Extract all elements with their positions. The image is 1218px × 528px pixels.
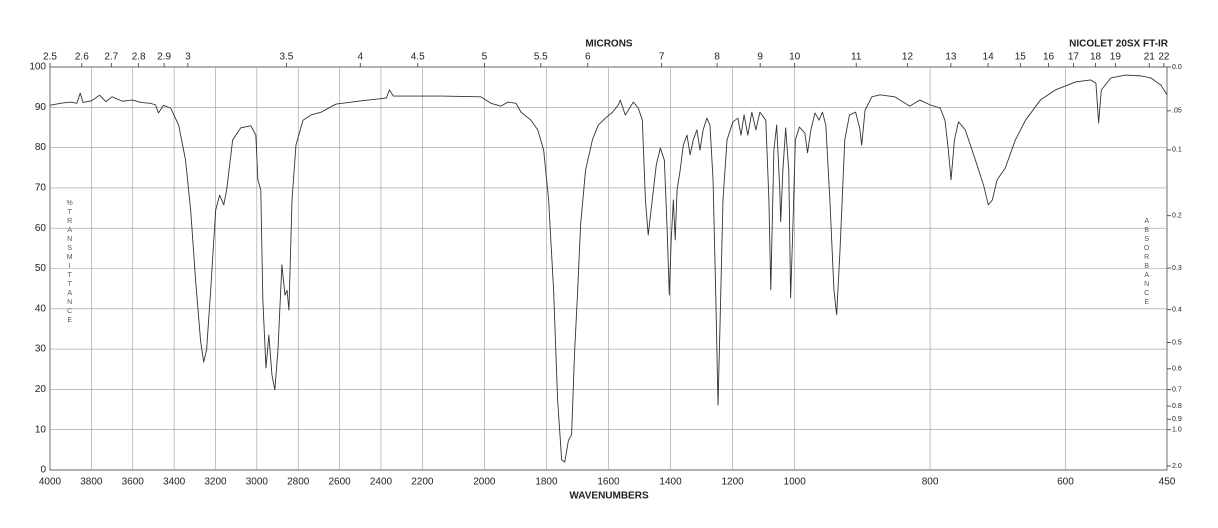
x2-tick-label: 17: [1068, 52, 1080, 63]
y2-tick-label: 2.0: [1172, 463, 1182, 470]
x2-tick-label: 8: [714, 52, 720, 63]
x-tick-label: 1400: [659, 477, 682, 488]
x2-tick-label: 16: [1043, 52, 1055, 63]
x-tick-label: 2000: [473, 477, 496, 488]
x2-tick-label: 2.5: [43, 52, 57, 63]
y-axis-label: %TRANSMITTANCE: [66, 200, 73, 326]
x-tick-label: 600: [1057, 477, 1074, 488]
x2-tick-label: 3: [185, 52, 191, 63]
x2-axis-label: MICRONS: [585, 39, 633, 50]
x-tick-label: 800: [922, 477, 939, 488]
x2-tick-label: 2.8: [132, 52, 146, 63]
x2-tick-label: 13: [945, 52, 957, 63]
y-tick-label: 20: [35, 384, 47, 395]
y2-tick-label: 0.4: [1172, 306, 1182, 313]
x-tick-label: 3200: [204, 477, 227, 488]
x2-tick-label: 14: [983, 52, 995, 63]
x-tick-label: 3600: [122, 477, 145, 488]
x-tick-label: 1600: [597, 477, 620, 488]
y-tick-label: 100: [29, 62, 46, 73]
x2-tick-label: 9: [757, 52, 763, 63]
x2-tick-label: 2.7: [104, 52, 118, 63]
x2-tick-label: 2.9: [157, 52, 171, 63]
y-tick-label: 70: [35, 183, 47, 194]
y-tick-label: 50: [35, 263, 47, 274]
x2-tick-label: 2.6: [75, 52, 89, 63]
y-tick-label: 30: [35, 344, 47, 355]
y2-tick-label: 0.6: [1172, 366, 1182, 373]
y2-tick-label: 0.8: [1172, 403, 1182, 410]
x2-tick-label: 12: [902, 52, 914, 63]
x-tick-label: 4000: [39, 477, 62, 488]
x-tick-label: 3800: [80, 477, 103, 488]
y2-tick-label: 0.5: [1172, 339, 1182, 346]
x-tick-label: 3400: [163, 477, 186, 488]
x2-tick-label: 5: [482, 52, 488, 63]
x2-tick-label: 4: [357, 52, 363, 63]
x2-tick-label: 5.5: [534, 52, 548, 63]
x-tick-label: 1800: [535, 477, 558, 488]
chart-title: NICOLET 20SX FT-IR: [1069, 39, 1169, 50]
x2-tick-label: 21: [1144, 52, 1156, 63]
y2-tick-label: 0.0: [1172, 64, 1182, 71]
x2-tick-label: 11: [851, 52, 862, 63]
x-tick-label: 2200: [411, 477, 434, 488]
x2-tick-label: 6: [585, 52, 591, 63]
x-tick-label: 1200: [721, 477, 744, 488]
x2-tick-label: 4.5: [411, 52, 425, 63]
y-tick-label: 90: [35, 102, 47, 113]
x2-tick-label: 3.5: [279, 52, 293, 63]
y2-axis-label: ABSORBANCE: [1143, 218, 1150, 308]
y2-tick-label: 0.7: [1172, 386, 1182, 393]
x-tick-label: 450: [1159, 477, 1176, 488]
y-tick-label: 80: [35, 142, 47, 153]
x2-tick-label: 18: [1090, 52, 1102, 63]
y-tick-label: 0: [40, 465, 46, 476]
x-tick-label: 2800: [287, 477, 310, 488]
y2-tick-label: 1.0: [1172, 427, 1182, 434]
spectrum-line: [49, 74, 1168, 463]
x-tick-label: 2600: [328, 477, 351, 488]
x-tick-label: 2400: [370, 477, 393, 488]
y2-tick-label: 0.9: [1172, 416, 1182, 423]
y2-tick-label: 0.2: [1172, 213, 1182, 220]
x-tick-label: 3000: [246, 477, 269, 488]
y-tick-label: 40: [35, 303, 47, 314]
x2-tick-label: 19: [1110, 52, 1122, 63]
y-tick-label: 60: [35, 223, 47, 234]
x2-tick-label: 7: [659, 52, 665, 63]
y2-tick-label: 0.3: [1172, 265, 1182, 272]
y2-tick-label: 0.1: [1172, 147, 1182, 154]
x2-tick-label: 15: [1015, 52, 1027, 63]
x-axis-label: WAVENUMBERS: [569, 491, 649, 502]
x-tick-label: 1000: [784, 477, 807, 488]
y-tick-label: 10: [35, 424, 47, 435]
x2-tick-label: 10: [789, 52, 801, 63]
x2-tick-label: 22: [1158, 52, 1170, 63]
y2-tick-label: .05: [1172, 108, 1182, 115]
